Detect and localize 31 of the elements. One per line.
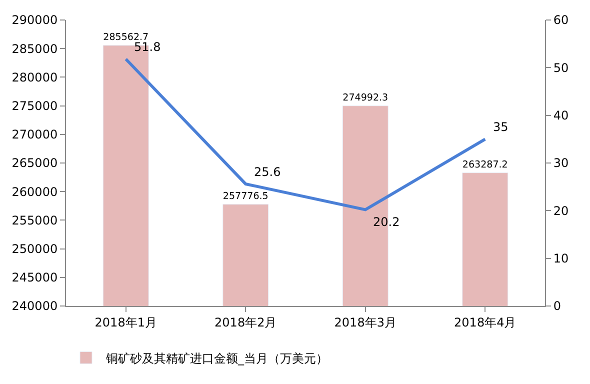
data-label: 51.8 — [134, 40, 161, 54]
x-tick-label: 2018年2月 — [214, 315, 277, 330]
y-tick-label: 255000 — [12, 213, 58, 228]
x-tick-label: 2018年1月 — [94, 315, 157, 330]
y-tick-label: 290000 — [12, 13, 58, 28]
y2-tick-label: 0 — [553, 299, 562, 314]
y-tick-label: 265000 — [12, 156, 58, 170]
y2-tick-label: 40 — [553, 108, 569, 123]
y2-tick-label: 20 — [553, 204, 569, 218]
y2-tick-label: 50 — [553, 60, 569, 75]
x-tick-label: 2018年3月 — [334, 315, 396, 330]
y-tick-label: 260000 — [12, 184, 58, 199]
y-tick-label: 275000 — [12, 99, 58, 113]
data-label: 257776.5 — [222, 190, 268, 202]
y-tick-label: 245000 — [12, 270, 58, 285]
data-label: 20.2 — [373, 215, 400, 229]
y2-tick-label: 30 — [553, 156, 569, 170]
data-label: 25.6 — [254, 165, 281, 179]
y2-tick-label: 10 — [553, 252, 569, 266]
y-tick-label: 285000 — [12, 42, 58, 56]
y-tick-label: 280000 — [12, 70, 58, 84]
data-label: 35 — [493, 120, 508, 134]
y2-tick-label: 60 — [553, 13, 569, 28]
data-label: 285562.7 — [103, 32, 149, 43]
data-label: 274992.3 — [342, 92, 388, 104]
legend-label: 铜矿砂及其精矿进口金额_当月（万美元） — [105, 351, 328, 366]
y-tick-label: 270000 — [12, 128, 58, 142]
y-tick-label: 250000 — [12, 242, 58, 256]
y-tick-label: 240000 — [12, 299, 58, 314]
x-tick-label: 2018年4月 — [454, 315, 516, 330]
data-label: 263287.2 — [462, 159, 508, 170]
